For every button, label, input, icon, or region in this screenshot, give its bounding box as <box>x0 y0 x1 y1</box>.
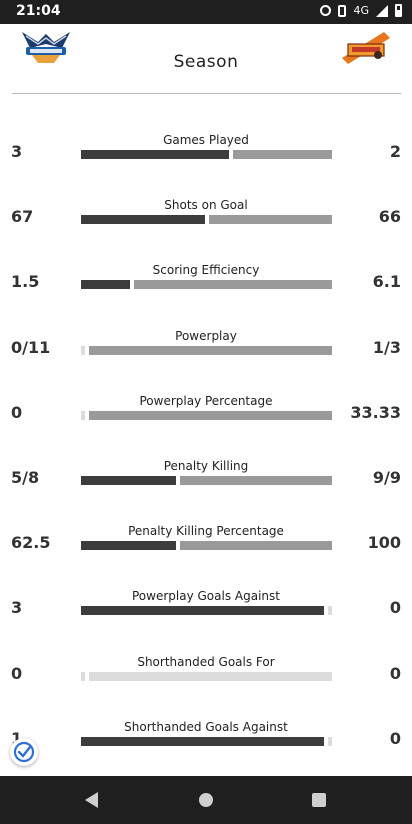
stat-home-value: 67 <box>11 207 34 227</box>
stat-row: Penalty Killing 5/8 9/9 <box>0 459 412 499</box>
verified-badge[interactable] <box>10 738 38 766</box>
battery-icon <box>395 4 402 17</box>
stat-away-value: 1/3 <box>372 337 401 357</box>
stat-away-value: 0 <box>389 598 401 618</box>
home-bar-segment <box>81 150 229 159</box>
stat-row: Shorthanded Goals For 0 0 <box>0 655 412 695</box>
bar-gap <box>205 215 209 225</box>
stat-home-value: 0 <box>11 663 23 683</box>
status-bar: 21:04 4G <box>0 0 412 24</box>
comparison-bar <box>81 541 332 551</box>
stat-row: Powerplay 0/11 1/3 <box>0 329 412 369</box>
check-shield-icon <box>13 741 35 763</box>
comparison-bar <box>81 476 332 485</box>
away-bar-segment <box>209 215 332 225</box>
home-bar-segment <box>81 280 130 290</box>
home-bar-segment <box>81 541 176 551</box>
recents-icon[interactable] <box>312 793 326 807</box>
away-bar-segment <box>89 410 332 420</box>
stat-row: Scoring Efficiency 1.5 6.1 <box>0 263 412 303</box>
stat-home-value: 0/11 <box>11 337 51 357</box>
bar-gap <box>324 606 328 616</box>
bar-gap <box>130 280 134 290</box>
comparison-bar <box>81 215 332 225</box>
bar-gap <box>176 476 180 485</box>
back-icon[interactable] <box>85 792 98 808</box>
home-bar-segment <box>81 410 85 420</box>
away-bar-segment <box>180 541 332 551</box>
stat-label: Penalty Killing Percentage <box>128 524 284 539</box>
stat-home-value: 3 <box>11 142 23 161</box>
comparison-bar <box>81 410 332 420</box>
bar-gap <box>85 671 89 681</box>
stat-home-value: 1.5 <box>11 272 40 292</box>
stat-label: Shorthanded Goals For <box>137 654 275 669</box>
system-nav-bar <box>0 776 412 824</box>
home-bar-segment <box>81 606 324 616</box>
stat-away-value: 9/9 <box>372 468 401 487</box>
page-title: Season <box>173 52 239 72</box>
stat-row: Penalty Killing Percentage 62.5 100 <box>0 524 412 564</box>
home-bar-segment <box>81 671 85 681</box>
stat-row: Powerplay Percentage 0 33.33 <box>0 394 412 434</box>
stat-label: Scoring Efficiency <box>152 263 260 278</box>
stat-away-value: 2 <box>389 142 401 161</box>
away-bar-segment <box>89 671 332 681</box>
header-divider <box>12 93 401 94</box>
comparison-bar <box>81 736 332 746</box>
stat-row: Shots on Goal 67 66 <box>0 198 412 238</box>
home-team-logo <box>22 32 70 63</box>
stat-row: Games Played 3 2 <box>0 133 412 173</box>
stat-away-value: 33.33 <box>350 402 401 422</box>
away-bar-segment <box>233 150 332 159</box>
stat-label: Shorthanded Goals Against <box>124 719 288 734</box>
stat-label: Shots on Goal <box>164 198 248 213</box>
vibrate-icon <box>338 4 347 17</box>
stat-away-value: 6.1 <box>372 272 401 292</box>
comparison-bar <box>81 606 332 616</box>
home-bar-segment <box>81 345 85 355</box>
signal-icon <box>376 4 388 17</box>
stat-home-value: 1 <box>11 728 23 748</box>
stat-away-value: 0 <box>389 663 401 683</box>
stat-label: Powerplay Goals Against <box>132 589 280 604</box>
home-icon[interactable] <box>199 793 213 807</box>
stat-home-value: 62.5 <box>11 533 51 553</box>
stat-label: Penalty Killing <box>163 459 249 473</box>
comparison-bar <box>81 671 332 681</box>
bar-gap <box>324 736 328 746</box>
stat-label: Powerplay Percentage <box>139 393 273 408</box>
away-bar-segment <box>89 345 332 355</box>
comparison-bar <box>81 280 332 290</box>
away-bar-segment <box>134 280 332 290</box>
stat-label: Games Played <box>163 133 249 147</box>
network-type: 4G <box>353 4 369 17</box>
bar-gap <box>85 410 89 420</box>
bar-gap <box>85 345 89 355</box>
stat-away-value: 0 <box>389 728 401 748</box>
away-bar-segment <box>180 476 332 485</box>
comparison-bar <box>81 150 332 159</box>
away-bar-segment <box>328 736 332 746</box>
bar-gap <box>229 150 233 159</box>
comparison-bar <box>81 345 332 355</box>
stat-label: Powerplay <box>175 328 237 343</box>
stat-home-value: 0 <box>11 402 23 422</box>
status-time: 21:04 <box>16 3 61 19</box>
stat-away-value: 100 <box>367 533 401 553</box>
home-bar-segment <box>81 476 176 485</box>
stat-home-value: 5/8 <box>11 468 40 487</box>
stat-row: Powerplay Goals Against 3 0 <box>0 589 412 629</box>
stat-row: Shorthanded Goals Against 1 0 <box>0 720 412 760</box>
away-bar-segment <box>328 606 332 616</box>
stat-away-value: 66 <box>378 207 401 227</box>
away-team-logo <box>342 32 390 64</box>
alarm-icon <box>320 5 332 16</box>
home-bar-segment <box>81 215 205 225</box>
stat-home-value: 3 <box>11 598 23 618</box>
home-bar-segment <box>81 736 324 746</box>
status-icons: 4G <box>320 4 402 17</box>
bar-gap <box>176 541 180 551</box>
